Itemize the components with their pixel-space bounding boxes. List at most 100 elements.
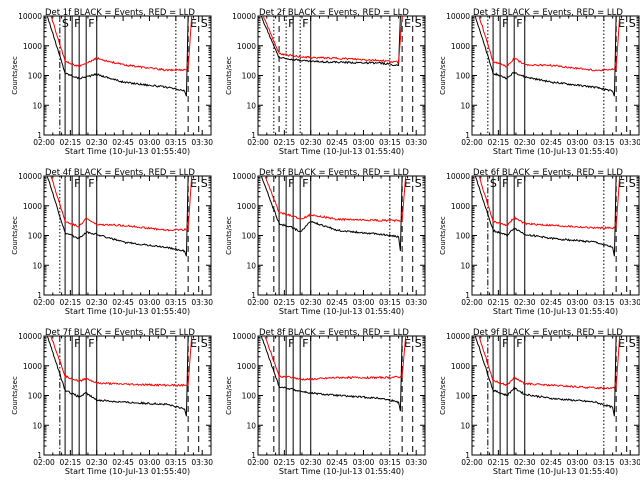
y-tick-label: 1	[37, 291, 42, 300]
lld-series-line	[478, 16, 621, 72]
y-tick-label: 100	[242, 72, 257, 81]
x-tick-label: 03:15	[379, 298, 401, 307]
x-tick-label: 02:30	[514, 138, 536, 147]
y-tick-label: 1	[465, 131, 470, 140]
chart-panel: Det 4f BLACK = Events, RED = LLD 1 10 100 10…	[11, 168, 213, 316]
y-tick-label: 10000	[18, 332, 42, 341]
plot-frame	[43, 175, 212, 296]
event-marker-label: F	[288, 337, 294, 350]
x-axis-label: Start Time (10-Jul-13 01:55:40)	[493, 467, 618, 476]
y-tick-label: 10000	[18, 12, 42, 21]
chart-title: Det 8f BLACK = Events, RED = LLD	[259, 328, 409, 338]
x-tick-label: 02:30	[86, 458, 108, 467]
plot-frame	[43, 335, 212, 456]
x-tick-label: 02:30	[514, 298, 536, 307]
event-marker-label: F	[74, 337, 80, 350]
x-axis-label: Start Time (10-Jul-13 01:55:40)	[65, 467, 190, 476]
y-tick-label: 100	[242, 392, 257, 401]
events-series-line	[474, 176, 617, 257]
x-tick-label: 02:00	[247, 458, 269, 467]
event-marker-label: S	[629, 17, 636, 30]
chart-panel: Det 3f BLACK = Events, RED = LLD 1 10 100 10…	[439, 8, 640, 156]
lld-series-line	[50, 176, 193, 232]
chart-panel: Det 5f BLACK = Events, RED = LLD 1 10 100 10…	[225, 168, 427, 316]
event-marker-label: F	[88, 177, 94, 190]
x-tick-label: 02:15	[488, 298, 510, 307]
event-marker-label: S	[415, 337, 422, 350]
chart-panel: Det 6f BLACK = Events, RED = LLD 1 10 100 10…	[439, 168, 640, 316]
x-tick-label: 02:45	[540, 138, 562, 147]
x-tick-label: 02:30	[86, 138, 108, 147]
event-marker-label: F	[302, 17, 308, 30]
chart-title: Det 6f BLACK = Events, RED = LLD	[473, 168, 623, 178]
y-tick-label: 1000	[23, 362, 42, 371]
x-tick-label: 03:15	[165, 458, 187, 467]
lld-series-line	[264, 336, 407, 381]
event-marker-label: E	[404, 17, 411, 30]
event-marker-label: S	[415, 17, 422, 30]
x-axis-label: Start Time (10-Jul-13 01:55:40)	[65, 147, 190, 156]
y-tick-label: 1	[251, 131, 256, 140]
event-marker-label: F	[288, 177, 294, 190]
chart-title: Det 7f BLACK = Events, RED = LLD	[45, 328, 195, 338]
events-series-line	[260, 16, 401, 67]
y-tick-label: 100	[28, 72, 43, 81]
chart-panel: Det 9f BLACK = Events, RED = LLD 1 10 100 10…	[439, 328, 640, 476]
event-marker-label: S	[629, 177, 636, 190]
chart-panel: Det 1f BLACK = Events, RED = LLD 1 10 100 10…	[11, 8, 213, 156]
x-tick-label: 02:15	[60, 138, 82, 147]
x-tick-label: 03:30	[619, 298, 640, 307]
lld-series-line	[50, 336, 193, 387]
x-tick-label: 02:30	[300, 138, 322, 147]
x-tick-label: 03:15	[593, 298, 615, 307]
y-tick-label: 10000	[232, 172, 256, 181]
y-tick-label: 10	[32, 101, 42, 110]
x-tick-label: 03:30	[405, 298, 427, 307]
event-marker-label: F	[516, 17, 522, 30]
x-tick-label: 03:30	[405, 138, 427, 147]
event-marker-label: E	[404, 177, 411, 190]
x-tick-label: 02:00	[33, 138, 55, 147]
x-tick-label: 02:45	[326, 298, 348, 307]
lld-series-line	[478, 336, 621, 390]
y-tick-label: 10000	[446, 12, 470, 21]
x-tick-label: 03:30	[405, 458, 427, 467]
y-axis-label: Counts/sec	[225, 56, 233, 95]
x-tick-label: 03:00	[567, 138, 589, 147]
x-tick-label: 02:15	[60, 458, 82, 467]
x-tick-label: 03:00	[353, 298, 375, 307]
x-tick-label: 02:30	[300, 458, 322, 467]
event-marker-label: S	[201, 177, 208, 190]
y-tick-label: 10000	[232, 12, 256, 21]
y-tick-label: 10000	[18, 172, 42, 181]
event-marker-label: F	[88, 337, 94, 350]
x-tick-label: 03:15	[379, 138, 401, 147]
event-marker-label: E	[618, 337, 625, 350]
y-axis-label: Counts/sec	[11, 56, 19, 95]
y-axis-label: Counts/sec	[439, 216, 447, 255]
y-axis-label: Counts/sec	[11, 376, 19, 415]
event-marker-label: F	[302, 337, 308, 350]
y-tick-label: 100	[28, 232, 43, 241]
y-tick-label: 10000	[446, 172, 470, 181]
x-tick-label: 03:00	[139, 458, 161, 467]
y-tick-label: 10	[32, 421, 42, 430]
x-tick-label: 02:45	[112, 138, 134, 147]
events-series-line	[46, 16, 189, 97]
y-tick-label: 1	[465, 451, 470, 460]
x-tick-label: 03:15	[165, 138, 187, 147]
plot-frame	[471, 175, 640, 296]
y-tick-label: 1000	[23, 42, 42, 51]
event-marker-label: E	[618, 17, 625, 30]
chart-title: Det 5f BLACK = Events, RED = LLD	[259, 168, 409, 178]
x-axis-label: Start Time (10-Jul-13 01:55:40)	[65, 307, 190, 316]
y-tick-label: 10000	[232, 332, 256, 341]
y-tick-label: 10	[246, 101, 256, 110]
x-tick-label: 02:15	[60, 298, 82, 307]
x-axis-label: Start Time (10-Jul-13 01:55:40)	[279, 307, 404, 316]
x-tick-label: 02:45	[326, 458, 348, 467]
event-marker-label: F	[502, 177, 508, 190]
x-tick-label: 03:15	[593, 138, 615, 147]
lld-series-line	[264, 176, 407, 223]
y-axis-label: Counts/sec	[439, 56, 447, 95]
